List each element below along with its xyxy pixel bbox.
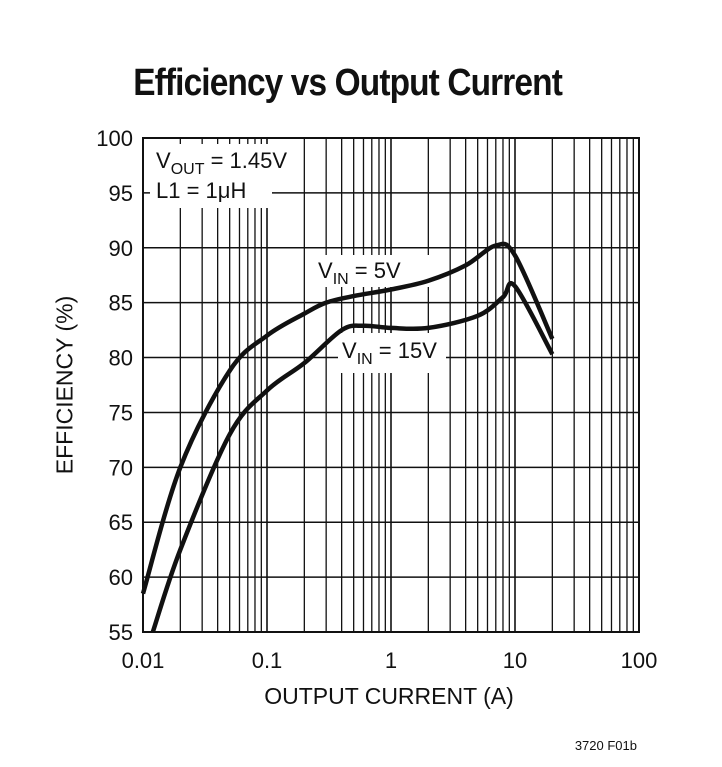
label-text: = 5V — [349, 258, 401, 283]
series-label-vin-15v: VIN = 15V — [342, 338, 437, 368]
annotation-inductor: L1 = 1μH — [156, 178, 246, 203]
label-subscript: IN — [357, 351, 373, 368]
figure-id: 3720 F01b — [574, 738, 637, 753]
series-line-vin-5v — [140, 241, 555, 595]
y-tick-label: 60 — [109, 565, 133, 590]
series-label-vin-5v: VIN = 5V — [318, 258, 401, 288]
annotation-vout: VOUT = 1.45V — [156, 148, 287, 178]
series-line-vin-15v — [150, 280, 555, 633]
label-subscript: OUT — [171, 161, 205, 178]
y-tick-label: 95 — [109, 181, 133, 206]
label-subscript: IN — [333, 271, 349, 288]
label-text: V — [342, 338, 357, 363]
label-text: = 15V — [373, 338, 438, 363]
y-tick-label: 80 — [109, 346, 133, 371]
y-tick-label: 55 — [109, 620, 133, 645]
x-tick-label: 1 — [385, 648, 397, 673]
chart-title: Efficiency vs Output Current — [133, 62, 563, 104]
y-tick-label: 100 — [96, 126, 133, 151]
x-tick-label: 0.01 — [122, 648, 165, 673]
label-text: L1 = 1μH — [156, 178, 246, 203]
y-tick-label: 90 — [109, 236, 133, 261]
y-tick-label: 65 — [109, 510, 133, 535]
label-text: = 1.45V — [204, 148, 287, 173]
x-tick-label: 0.1 — [252, 648, 283, 673]
label-text: V — [156, 148, 171, 173]
y-axis-label: EFFICIENCY (%) — [51, 295, 78, 475]
y-tick-label: 75 — [109, 400, 133, 425]
y-tick-label: 85 — [109, 291, 133, 316]
label-background — [338, 333, 446, 373]
annotation-background — [150, 144, 272, 208]
plot-border — [142, 137, 640, 633]
x-tick-label: 10 — [503, 648, 527, 673]
label-background — [312, 255, 436, 287]
y-tick-label: 70 — [109, 455, 133, 480]
x-tick-label: 100 — [621, 648, 658, 673]
label-text: V — [318, 258, 333, 283]
x-axis-label: OUTPUT CURRENT (A) — [264, 683, 514, 709]
